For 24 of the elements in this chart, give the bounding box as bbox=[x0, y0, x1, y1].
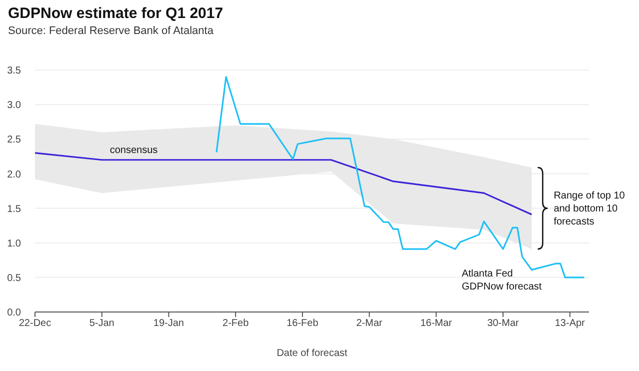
annotation: Range of top 10 and bottom 10 forecasts bbox=[554, 190, 626, 227]
y-tick-label: 2.5 bbox=[7, 134, 22, 146]
x-tick-label: 13-Apr bbox=[554, 318, 586, 330]
y-tick-label: 1.0 bbox=[7, 238, 22, 250]
x-tick-label: 5-Jan bbox=[89, 318, 114, 330]
x-tick-label: 22-Dec bbox=[18, 318, 52, 330]
x-tick-label: 16-Feb bbox=[286, 318, 319, 330]
y-tick-label: 0.0 bbox=[7, 308, 22, 319]
chart-title: GDPNow estimate for Q1 2017 bbox=[8, 5, 224, 22]
x-tick-label: 2-Mar bbox=[356, 318, 384, 330]
x-tick-label: 16-Mar bbox=[420, 318, 453, 330]
y-tick-label: 3.5 bbox=[7, 66, 22, 77]
y-tick-label: 2.0 bbox=[7, 169, 22, 180]
chart-subtitle: Source: Federal Reserve Bank of Atalanta bbox=[8, 25, 214, 37]
x-tick-label: 30-Mar bbox=[487, 318, 520, 330]
x-tick-label: 2-Feb bbox=[222, 318, 250, 330]
y-tick-label: 0.5 bbox=[7, 272, 22, 284]
y-tick-label: 3.0 bbox=[7, 100, 22, 112]
x-tick-label: 19-Jan bbox=[153, 318, 184, 330]
x-axis-title: Date of forecast bbox=[276, 348, 348, 359]
series-label: Atlanta Fed GDPNow forecast bbox=[462, 268, 542, 292]
series-label: consensus bbox=[110, 144, 158, 156]
y-tick-label: 1.5 bbox=[7, 204, 22, 215]
line-series bbox=[35, 152, 532, 216]
